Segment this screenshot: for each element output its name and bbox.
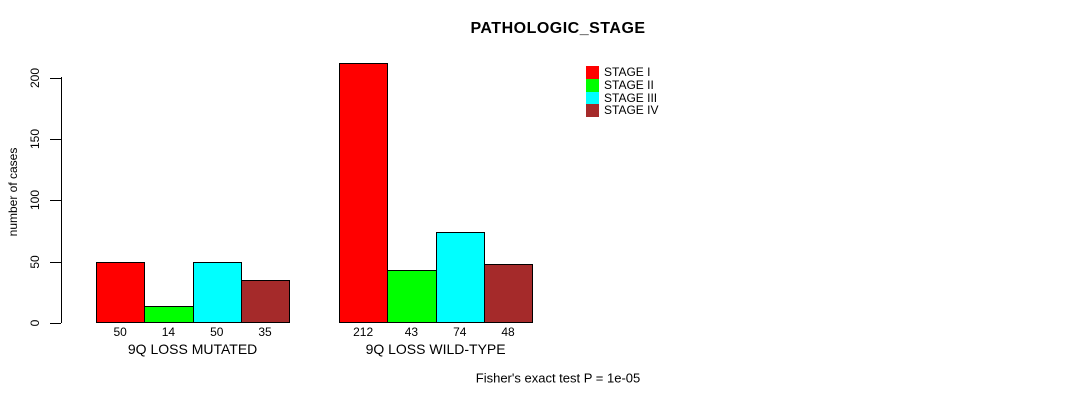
- category-label: 9Q LOSS WILD-TYPE: [365, 341, 506, 357]
- legend-label: STAGE III: [604, 90, 658, 105]
- legend-swatch-stage-iii: [586, 91, 599, 105]
- legend-item: STAGE III: [586, 90, 658, 105]
- legend-swatch-stage-i: [586, 65, 599, 79]
- y-tick-label: 150: [28, 128, 42, 149]
- y-tick-mark: [50, 77, 61, 79]
- y-axis-label: number of cases: [6, 147, 20, 237]
- legend-swatch-stage-iv: [586, 104, 599, 118]
- y-tick-mark: [50, 200, 61, 202]
- bar-stage-ii: [387, 270, 437, 323]
- legend-label: STAGE I: [604, 64, 651, 79]
- legend-item: STAGE IV: [586, 103, 659, 118]
- bar-stage-iv: [240, 280, 291, 323]
- bar-stage-iv: [483, 264, 534, 323]
- bar-value-label: 50: [210, 325, 224, 339]
- y-tick-label: 0: [28, 319, 42, 327]
- bar-stage-ii: [144, 305, 194, 323]
- y-axis-line: [61, 77, 62, 323]
- y-tick-mark: [50, 138, 61, 140]
- legend-label: STAGE IV: [604, 103, 659, 118]
- legend-item: STAGE I: [586, 64, 658, 79]
- legend-label: STAGE II: [604, 77, 654, 92]
- legend-swatch-stage-ii: [586, 78, 599, 92]
- category-label: 9Q LOSS MUTATED: [127, 341, 258, 357]
- y-tick-mark: [50, 323, 61, 324]
- bar-stage-iii: [435, 232, 485, 323]
- y-tick-label: 200: [28, 67, 42, 88]
- chart-title: PATHOLOGIC_STAGE: [470, 20, 646, 37]
- bar-stage-i: [96, 261, 146, 323]
- legend: STAGE I STAGE II STAGE III STAGE IV: [586, 64, 659, 118]
- y-tick-label: 100: [28, 190, 42, 211]
- y-tick-mark: [50, 261, 61, 263]
- bar-stage-i: [339, 62, 389, 323]
- bar-value-label: 74: [453, 325, 467, 339]
- bar-value-label: 43: [404, 325, 419, 339]
- bar-stage-iii: [192, 261, 242, 323]
- stat-annotation: Fisher's exact test P = 1e-05: [475, 370, 641, 386]
- bar-value-label: 48: [501, 325, 515, 339]
- bar-value-label: 35: [258, 325, 272, 339]
- bar-value-label: 212: [353, 325, 374, 339]
- bar-value-label: 50: [113, 325, 127, 339]
- bar-value-label: 14: [161, 325, 176, 339]
- legend-item: STAGE II: [586, 77, 658, 92]
- y-tick-label: 50: [28, 254, 42, 269]
